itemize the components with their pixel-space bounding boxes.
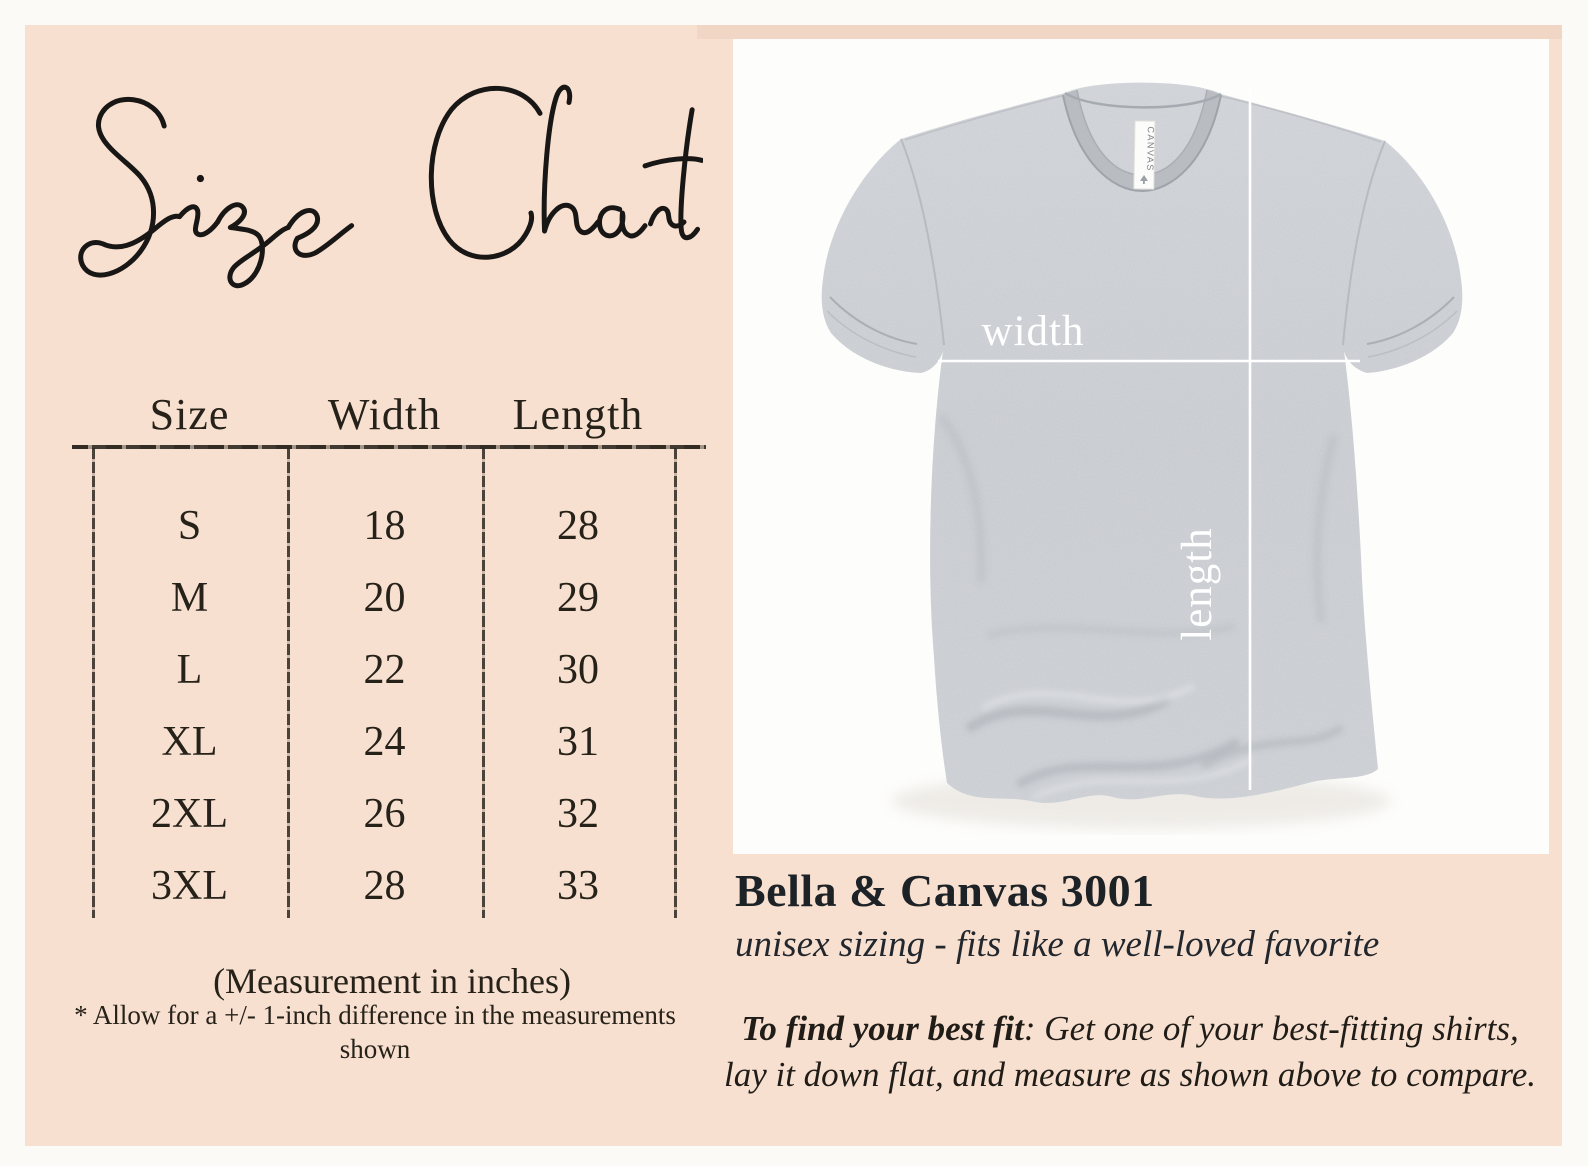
tshirt-photo-frame: CANVAS width length (733, 39, 1549, 854)
table-cell-size: 3XL (151, 863, 228, 909)
column-header-size: Size (149, 390, 230, 439)
size-chart-title (78, 84, 703, 289)
table-vertical-rule (287, 448, 290, 918)
size-chart-title-text: Size Chart (25, 25, 26, 26)
shirt-seams (826, 94, 1458, 358)
table-cell-size: L (176, 647, 203, 693)
neck-label-text: CANVAS (1145, 126, 1156, 172)
table-cell-size: M (170, 575, 209, 621)
i-dot (196, 174, 205, 183)
script-letter (177, 204, 221, 238)
table-cell-length: 33 (557, 863, 599, 909)
width-label: width (982, 308, 1085, 355)
column-header-width: Width (327, 390, 442, 439)
script-letter (541, 84, 601, 236)
table-cell-length: 29 (557, 575, 599, 621)
fit-tip-line-2: lay it down flat, and measure as shown a… (723, 1055, 1537, 1094)
script-letter (597, 205, 648, 239)
size-table: Size Width Length S 18 28 M 20 29 L 22 3… (72, 385, 712, 960)
fit-tip-line-1-rest: : Get one of your best-fitting shirts, (1023, 1009, 1519, 1048)
table-cell-length: 32 (557, 791, 599, 837)
size-chart-graphic: Size Chart Size Width Length S 18 28 M 2… (25, 25, 1562, 1146)
photo-top-band (697, 25, 1562, 39)
size-table-header: Size Width Length (92, 385, 674, 445)
table-cell-width: 28 (363, 863, 406, 909)
t-crossbar (642, 156, 703, 169)
table-cell-length: 30 (557, 647, 599, 693)
script-letter (215, 202, 291, 289)
table-cell-size: S (177, 503, 202, 549)
tshirt-photo: CANVAS width length (821, 82, 1463, 829)
measurement-unit-note: (Measurement in inches) (213, 961, 571, 1001)
fit-tip: To find your best fit: Get one of your b… (700, 1006, 1560, 1098)
table-vertical-rule (482, 448, 485, 918)
table-cell-length: 31 (557, 719, 599, 765)
back-neck-seam (1064, 91, 1222, 109)
label-logo-icon (1139, 174, 1148, 185)
neck-label: CANVAS (1133, 120, 1156, 190)
script-letter (428, 85, 543, 260)
table-header-rule (72, 445, 706, 449)
fit-tip-line-1: To find your best fit: Get one of your b… (700, 1006, 1560, 1052)
shirt-wrinkles (938, 414, 1343, 800)
product-tagline: unisex sizing - fits like a well-loved f… (735, 924, 1380, 965)
table-cell-length: 28 (557, 503, 599, 549)
script-letter (647, 205, 687, 229)
table-cell-size: 2XL (151, 791, 228, 837)
table-vertical-rule (92, 448, 95, 918)
table-cell-width: 26 (363, 791, 406, 837)
table-cell-width: 20 (363, 575, 406, 621)
length-label: length (1174, 527, 1221, 640)
table-cell-width: 18 (363, 503, 406, 549)
measurement-overlay: width length (938, 89, 1360, 790)
column-header-length: Length (512, 390, 644, 439)
product-name: Bella & Canvas 3001 (735, 865, 1155, 916)
table-vertical-rule (674, 448, 677, 918)
script-letter (678, 107, 701, 241)
table-cell-width: 24 (363, 719, 406, 765)
tolerance-note: * Allow for a +/- 1-inch difference in t… (74, 1000, 676, 1064)
size-table-rows: S 18 28 M 20 29 L 22 30 XL 24 31 2XL 26 … (92, 490, 674, 922)
table-cell-width: 22 (363, 647, 406, 693)
script-letter (78, 96, 183, 278)
table-cell-size: XL (161, 719, 218, 765)
script-letter (285, 208, 355, 258)
heather-texture (821, 82, 1463, 803)
fit-tip-lead: To find your best fit (741, 1009, 1024, 1048)
